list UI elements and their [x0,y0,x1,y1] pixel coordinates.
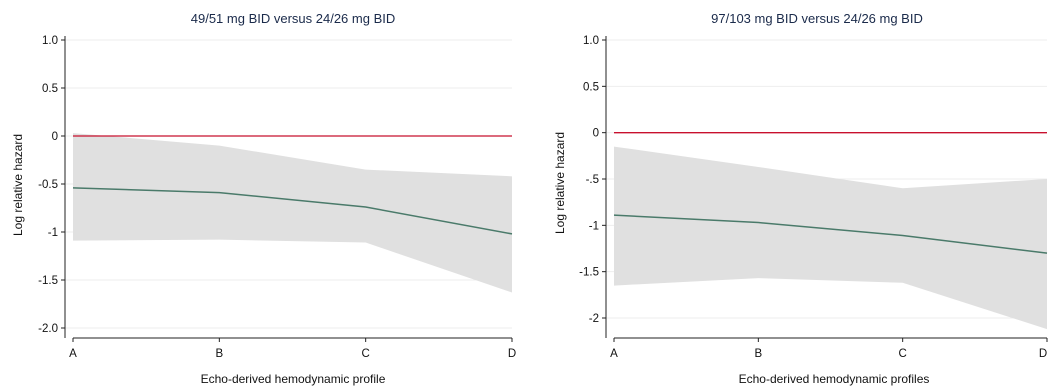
x-tick-label: D [508,348,516,360]
y-tick-label: -1.5 [579,267,599,279]
y-tick-label: -2.0 [38,323,58,335]
y-tick-label: 0 [593,128,599,140]
x-tick-label: A [610,348,618,360]
y-tick-label: -1 [589,220,599,232]
right-chart-panel: 97/103 mg BID versus 24/26 mg BID Log re… [553,11,1048,386]
x-tick-label: B [215,348,223,360]
y-tick-label: 1.0 [583,35,599,47]
y-tick-label: -2 [589,313,599,325]
x-axis-label: Echo-derived hemodynamic profiles [739,372,930,386]
left-chart-panel: 49/51 mg BID versus 24/26 mg BID Log rel… [11,11,516,386]
y-axis-label: Log relative hazard [11,134,25,236]
y-tick-label: -.5 [586,174,599,186]
confidence-band [614,146,1047,330]
x-tick-label: C [899,348,907,360]
series-line [613,214,1048,254]
x-tick-label: B [754,348,762,360]
y-axis-label: Log relative hazard [553,132,567,234]
y-tick-label: -1.5 [38,275,58,287]
series-line [72,187,513,235]
y-tick-label: 0.5 [583,81,599,93]
y-tick-label: 0.5 [42,83,58,95]
chart-title: 49/51 mg BID versus 24/26 mg BID [191,11,395,26]
y-tick-label: -1 [48,227,58,239]
x-tick-label: C [362,348,370,360]
y-tick-label: -0.5 [38,179,58,191]
x-tick-label: A [69,348,77,360]
y-tick-label: 0 [52,131,58,143]
confidence-band [73,133,512,293]
x-tick-label: D [1039,348,1047,360]
y-tick-label: 1.0 [42,35,58,47]
x-axis-label: Echo-derived hemodynamic profile [201,372,386,386]
chart-title: 97/103 mg BID versus 24/26 mg BID [711,11,923,26]
